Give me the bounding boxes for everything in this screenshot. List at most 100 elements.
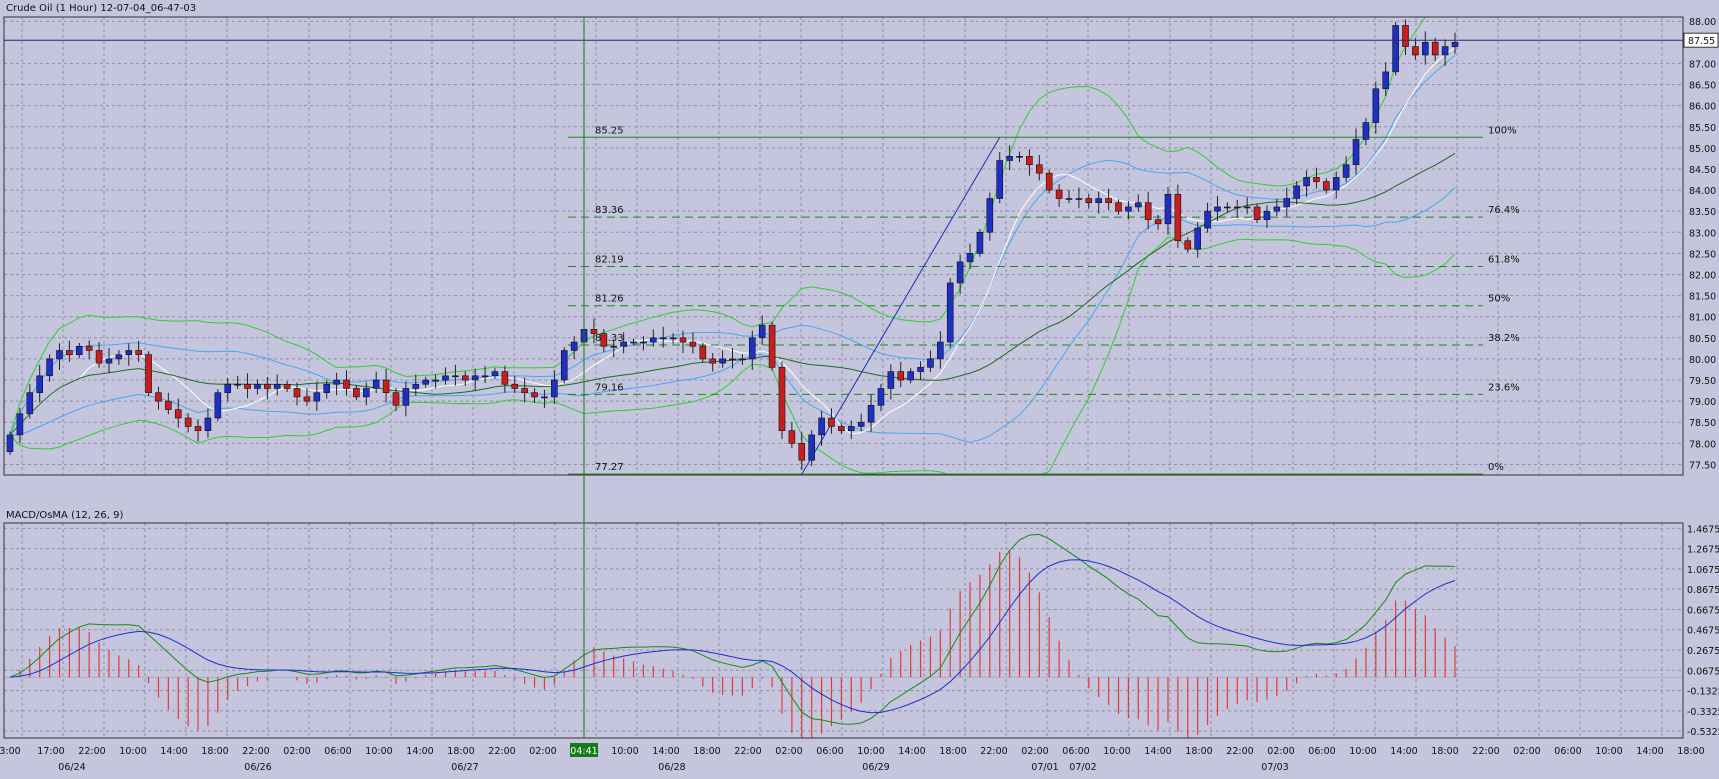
candle-down — [392, 392, 400, 406]
candle-up — [481, 375, 489, 378]
candle-down — [1323, 181, 1330, 191]
y-tick-label: 86.50 — [1689, 81, 1716, 92]
candle-up — [758, 324, 766, 339]
candle-down — [145, 354, 152, 393]
candle-down — [461, 375, 469, 381]
candle-up — [125, 350, 133, 355]
candle-up — [1233, 206, 1241, 209]
y-tick-label: 78.00 — [1689, 439, 1716, 450]
candle-down — [501, 371, 509, 385]
x-tick-label: 22:00 — [1226, 746, 1253, 757]
candle-down — [184, 417, 192, 427]
y-tick-label: 81.50 — [1689, 292, 1716, 303]
macd-tick-label: 1.2675 — [1687, 545, 1719, 556]
x-tick-label: 02:00 — [1267, 746, 1294, 757]
candle-down — [174, 409, 182, 419]
candle-up — [6, 434, 14, 453]
chart-title: Crude Oil (1 Hour) 12-07-04_06-47-03 — [6, 3, 196, 14]
y-tick-label: 84.50 — [1689, 165, 1716, 176]
fib-price-label: 85.25 — [595, 125, 624, 136]
candle-up — [551, 379, 558, 398]
candle-down — [244, 383, 251, 389]
candle-down — [264, 383, 271, 389]
candle-down — [788, 430, 796, 444]
x-tick-label: 22:00 — [980, 746, 1007, 757]
candle-down — [1313, 177, 1320, 182]
fib-price-label: 82.19 — [595, 254, 624, 265]
candle-up — [214, 392, 222, 419]
candle-up — [610, 345, 618, 348]
candle-down — [1105, 198, 1112, 204]
candle-up — [1065, 198, 1073, 200]
candle-up — [867, 405, 875, 423]
x-tick-label: 02:00 — [775, 746, 802, 757]
fibonacci-retracement: 85.25 100% 83.36 76.4% 82.19 61.8% 81.26 50% 80.… — [568, 125, 1520, 475]
candle-down — [1055, 189, 1063, 199]
date-label: 06/26 — [244, 762, 271, 773]
candle-up — [372, 379, 380, 389]
candle-up — [412, 383, 420, 389]
signal-line — [9, 559, 1456, 714]
candle-up — [442, 375, 449, 381]
candle-up — [333, 379, 340, 385]
candle-down — [155, 392, 162, 402]
candle-up — [927, 358, 934, 368]
macd-tick-label: 0.8675 — [1687, 585, 1719, 596]
candle-up — [541, 396, 548, 399]
candle-up — [748, 337, 756, 360]
candle-down — [95, 350, 103, 364]
candle-up — [1283, 198, 1291, 208]
candle-down — [343, 379, 350, 389]
x-tick-label: 22:00 — [488, 746, 515, 757]
candle-up — [1451, 42, 1459, 47]
candle-up — [313, 392, 321, 402]
candle-up — [323, 383, 331, 393]
date-label: 06/29 — [862, 762, 889, 773]
candle-down — [1402, 25, 1409, 47]
price-panel-frame — [3, 16, 1684, 476]
candle-down — [679, 337, 687, 343]
macd-tick-label: 0.4675 — [1687, 626, 1719, 637]
candle-up — [224, 383, 232, 393]
y-tick-label: 85.50 — [1689, 123, 1716, 134]
candle-up — [491, 371, 499, 377]
macd-tick-label: -0.1325 — [1687, 687, 1719, 698]
x-tick-label: 06:00 — [816, 746, 843, 757]
candle-up — [1382, 71, 1390, 90]
candle-down — [1431, 42, 1439, 56]
y-tick-label: 82.50 — [1689, 249, 1716, 260]
candle-up — [630, 341, 637, 344]
candle-down — [1045, 172, 1053, 191]
candle-down — [382, 379, 390, 393]
candle-down — [590, 329, 598, 334]
y-tick-label: 77.50 — [1689, 460, 1716, 471]
y-tick-label: 79.00 — [1689, 397, 1716, 408]
macd-tick-label: 0.2675 — [1687, 646, 1719, 657]
candle-down — [511, 383, 519, 389]
y-tick-label: 79.50 — [1689, 376, 1716, 387]
candle-down — [135, 350, 142, 355]
x-tick-label: 18:00 — [447, 746, 474, 757]
y-tick-label: 86.00 — [1689, 102, 1716, 113]
fib-percent-label: 76.4% — [1488, 205, 1520, 216]
candle-up — [422, 379, 429, 385]
candle-up — [659, 337, 667, 340]
date-label: 06/27 — [451, 762, 478, 773]
candle-up — [1134, 202, 1142, 208]
x-tick-label: 02:00 — [529, 746, 556, 757]
candle-up — [1016, 155, 1023, 158]
candle-up — [1125, 206, 1132, 212]
fib-percent-label: 50% — [1488, 294, 1510, 305]
x-tick-label: 14:00 — [1636, 746, 1663, 757]
price-candles — [6, 19, 1459, 470]
candle-down — [531, 392, 538, 398]
candle-up — [570, 341, 578, 351]
x-tick-label: 18:00 — [201, 746, 228, 757]
y-tick-label: 85.00 — [1689, 144, 1716, 155]
macd-tick-label: 0.0675 — [1687, 666, 1719, 677]
candle-up — [234, 383, 241, 386]
candle-up — [966, 253, 974, 263]
x-tick-label: 22:00 — [78, 746, 105, 757]
candle-up — [808, 434, 815, 461]
